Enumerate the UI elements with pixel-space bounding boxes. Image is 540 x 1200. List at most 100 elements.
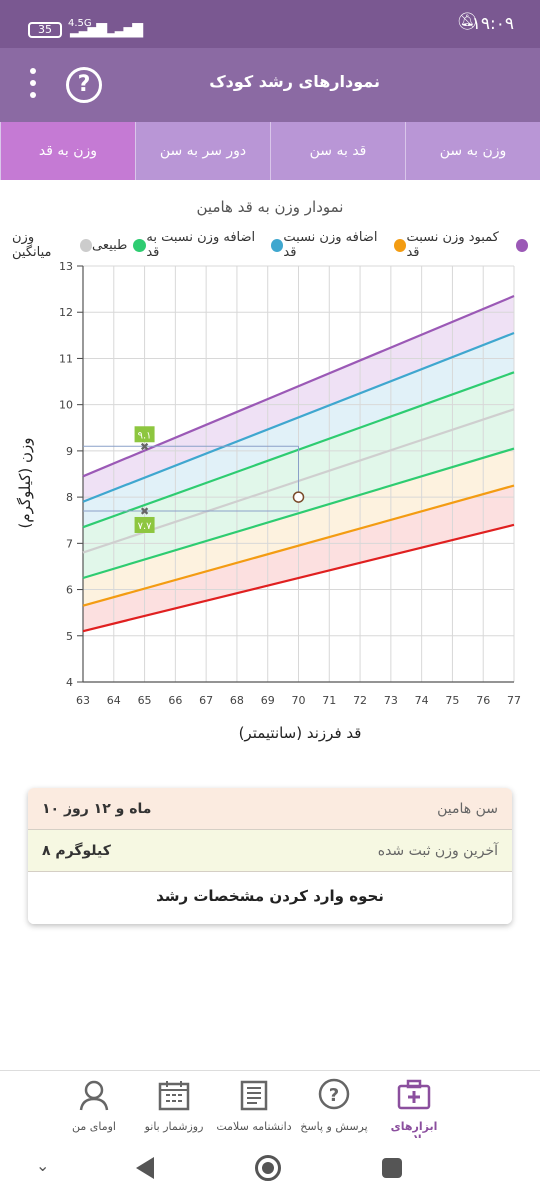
legend-dot: [133, 238, 147, 252]
x-tick-label: 68: [230, 694, 244, 707]
chevron-down-icon[interactable]: ⌄: [36, 1156, 50, 1175]
nav-label: روزشمار بانو: [144, 1120, 204, 1133]
y-tick-label: 5: [66, 630, 73, 643]
tab-weight-for-age[interactable]: وزن به سن: [405, 122, 540, 180]
nav-encyclopedia[interactable]: دانشنامه سلامت: [214, 1071, 294, 1138]
data-label: ۹.۱: [138, 430, 152, 441]
legend-label: کمبود وزن نسبت قد: [406, 230, 499, 260]
x-tick-label: 73: [384, 694, 398, 707]
x-tick-label: 65: [138, 694, 152, 707]
x-tick-label: 67: [199, 694, 213, 707]
growth-chart: ✖۹.۱✖۷.۷ 63 64 65 66 67 68 69 70 71 72 73 74 75 76 774…: [16, 260, 521, 742]
clock: ۱۹:۰۹: [471, 14, 514, 34]
nav-profile[interactable]: اومای من: [54, 1071, 134, 1138]
svg-text:?: ?: [329, 1085, 339, 1106]
legend-dot: [394, 238, 407, 252]
app-bar: ? نمودارهای رشد کودک: [0, 48, 540, 122]
legend-label: اضافه وزن نسبت به قد: [146, 230, 256, 260]
legend-dot: [515, 238, 528, 252]
calendar-icon: [158, 1081, 190, 1111]
bell-off-icon: 🔕︎: [456, 12, 478, 32]
x-tick-label: 75: [445, 694, 459, 707]
age-row: سن هامین ۱۰ ماه و ۱۲ روز: [28, 788, 512, 830]
battery-icon: 35: [28, 22, 62, 38]
y-axis-label: وزن (کیلوگرم): [16, 437, 34, 528]
signal-icon: ▂▃▅▇: [70, 22, 107, 38]
nav-qa[interactable]: ? پرسش و پاسخ: [294, 1071, 374, 1138]
legend-label: طبیعی: [92, 237, 128, 253]
x-tick-label: 71: [322, 694, 336, 707]
series-line: [82, 447, 515, 580]
signal-icon-2: ▂▃▅▇: [106, 22, 143, 38]
legend-label: وزن میانگین: [12, 230, 52, 260]
legend-item: اضافه وزن نسبت به قد: [146, 230, 284, 260]
x-tick-label: 72: [353, 694, 367, 707]
weight-value: ۸ کیلوگرم: [42, 842, 111, 859]
y-tick-label: 11: [59, 352, 73, 365]
legend-item: وزن میانگین: [12, 230, 93, 260]
how-to-enter-link[interactable]: نحوه وارد کردن مشخصات رشد: [28, 872, 512, 924]
y-tick-label: 4: [66, 676, 73, 689]
series-line: [82, 484, 515, 607]
x-tick-label: 66: [168, 694, 182, 707]
system-nav-bar: ⌄: [0, 1138, 540, 1200]
x-tick-label: 74: [415, 694, 429, 707]
x-tick-label: 69: [261, 694, 275, 707]
x-tick-label: 63: [76, 694, 90, 707]
data-point-marker: ✖: [140, 440, 149, 453]
current-point: [292, 491, 305, 503]
nav-health-tools[interactable]: ابزارهای سلامت: [374, 1071, 454, 1146]
weight-row: آخرین وزن ثبت شده ۸ کیلوگرم: [28, 830, 512, 872]
legend-label: اضافه وزن نسبت قد: [283, 230, 378, 260]
y-tick-label: 6: [66, 584, 73, 597]
series-line: [82, 523, 515, 633]
legend-item: کمبود وزن نسبت قد: [406, 230, 528, 260]
encyclopedia-icon: [240, 1080, 268, 1111]
y-tick-label: 13: [59, 260, 73, 273]
nav-label: اومای من: [72, 1120, 116, 1133]
overflow-menu-icon[interactable]: [28, 68, 38, 102]
health-kit-icon: [397, 1079, 431, 1110]
legend-dot: [79, 238, 93, 252]
nav-calendar[interactable]: روزشمار بانو: [134, 1071, 214, 1138]
y-tick-label: 9: [66, 445, 73, 458]
page-title: نمودارهای رشد کودک: [209, 72, 380, 91]
back-icon[interactable]: [136, 1157, 154, 1179]
tab-weight-for-height[interactable]: وزن به قد: [0, 122, 135, 180]
x-tick-label: 77: [507, 694, 521, 707]
network-type: 4.5G: [68, 18, 92, 29]
age-value: ۱۰ ماه و ۱۲ روز: [42, 800, 152, 817]
tab-height-for-age[interactable]: قد به سن: [270, 122, 405, 180]
y-tick-label: 12: [59, 306, 73, 319]
legend-item: طبیعی: [92, 235, 147, 255]
data-label-box: [134, 516, 155, 533]
help-icon[interactable]: ?: [66, 67, 102, 103]
chart-tabs: وزن به سن قد به سن دور سر به سن وزن به ق…: [0, 122, 540, 180]
legend-item: اضافه وزن نسبت قد: [283, 230, 407, 260]
y-tick-label: 10: [59, 399, 73, 412]
home-icon[interactable]: [255, 1155, 281, 1181]
chart-legend: کمبود وزن نسبت قد اضافه وزن نسبت قد اضاف…: [12, 230, 528, 260]
nav-label: پرسش و پاسخ: [300, 1120, 368, 1133]
nav-label: دانشنامه سلامت: [216, 1120, 292, 1133]
x-tick-label: 70: [292, 694, 306, 707]
series-line: [82, 331, 515, 503]
chart-title: نمودار وزن به قد هامین: [196, 198, 344, 216]
recents-icon[interactable]: [382, 1158, 402, 1178]
growth-info-card: سن هامین ۱۰ ماه و ۱۲ روز آخرین وزن ثبت ش…: [28, 788, 512, 924]
x-tick-label: 64: [107, 694, 121, 707]
bottom-nav: ابزارهای سلامت ? پرسش و پاسخ دانشنامه سل…: [0, 1070, 540, 1146]
legend-dot: [271, 238, 284, 252]
data-label-box: [134, 426, 155, 443]
profile-icon: [79, 1080, 109, 1111]
data-label: ۷.۷: [138, 521, 153, 532]
x-axis-label: قد فرزند (سانتیمتر): [239, 724, 362, 742]
y-tick-label: 7: [66, 537, 73, 550]
y-tick-label: 8: [66, 491, 73, 504]
data-point-marker: ✖: [140, 505, 149, 518]
weight-label: آخرین وزن ثبت شده: [377, 842, 498, 859]
status-bar: 35 4.5G ▂▃▅▇ ▂▃▅▇ 🔕︎ ۱۹:۰۹: [0, 0, 540, 48]
question-icon: ?: [318, 1078, 350, 1110]
tab-head-for-age[interactable]: دور سر به سن: [135, 122, 270, 180]
x-tick-label: 76: [476, 694, 490, 707]
